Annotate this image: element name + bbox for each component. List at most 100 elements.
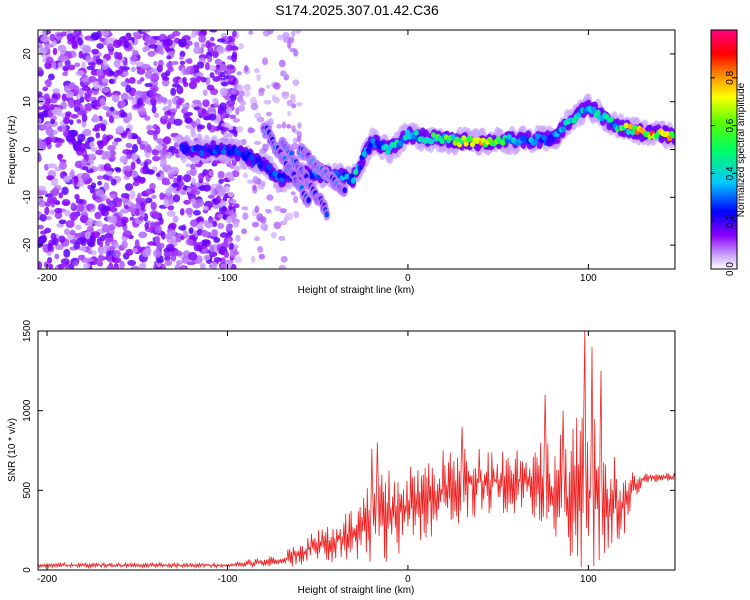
noise-speckle	[260, 222, 269, 231]
noise-speckle	[252, 175, 259, 184]
noise-speckle	[235, 107, 240, 116]
noise-speckle	[289, 93, 296, 101]
noise-speckle	[62, 175, 71, 183]
noise-speckle	[153, 60, 158, 67]
noise-speckle	[179, 208, 185, 216]
noise-speckle	[236, 126, 244, 133]
noise-speckle	[196, 61, 205, 69]
colorbar-gradient	[710, 29, 738, 270]
noise-speckle	[38, 43, 43, 49]
noise-speckle	[75, 203, 85, 212]
noise-speckle	[122, 60, 128, 67]
noise-speckle	[150, 222, 157, 228]
noise-speckle	[247, 127, 256, 133]
colorbar-label: Normalized spectral amplitude	[736, 82, 747, 217]
streak-core	[306, 197, 311, 204]
noise-speckle	[101, 208, 109, 217]
noise-speckle	[131, 134, 139, 140]
colorbar-tick-label: 0.0	[725, 262, 736, 276]
noise-speckle	[106, 43, 114, 50]
noise-speckle	[202, 205, 209, 211]
spectrogram-xlabel: Height of straight line (km)	[298, 285, 415, 296]
ridge-core	[179, 143, 185, 150]
noise-speckle	[141, 30, 151, 33]
noise-speckle	[46, 175, 55, 181]
noise-speckle	[229, 163, 235, 169]
noise-speckle	[90, 32, 100, 41]
noise-speckle	[101, 223, 110, 233]
noise-speckle	[138, 263, 145, 269]
noise-speckle	[66, 91, 75, 99]
x-tick-label: -100	[217, 273, 237, 284]
noise-speckle	[97, 254, 103, 263]
y-tick-label: 1000	[22, 399, 33, 422]
noise-speckle	[171, 148, 181, 154]
noise-speckle	[211, 261, 218, 269]
noise-speckle	[166, 169, 173, 175]
noise-speckle	[209, 72, 215, 79]
noise-speckle	[296, 102, 303, 107]
noise-speckle	[251, 255, 256, 263]
noise-speckle	[55, 143, 61, 148]
ridge-core	[550, 136, 556, 143]
noise-speckle	[172, 215, 179, 223]
noise-speckle	[218, 187, 226, 196]
noise-speckle	[75, 232, 85, 238]
noise-speckle	[127, 259, 137, 266]
noise-speckle	[111, 257, 122, 264]
noise-speckle	[97, 141, 104, 150]
noise-speckle	[224, 185, 230, 193]
noise-speckle	[145, 188, 152, 196]
ridge-core	[352, 169, 359, 176]
noise-speckle	[114, 51, 120, 60]
noise-speckle	[226, 64, 235, 70]
noise-speckle	[226, 237, 231, 243]
noise-speckle	[164, 255, 171, 262]
noise-speckle	[115, 110, 121, 115]
noise-speckle	[203, 254, 211, 261]
noise-speckle	[190, 163, 196, 170]
ridge-core	[370, 137, 376, 144]
snr-panel: -200 -100 0 100 1500 1000 500 0 Height of strai…	[7, 319, 676, 596]
noise-speckle	[124, 183, 134, 191]
noise-speckle	[276, 123, 282, 129]
noise-speckle	[155, 125, 161, 135]
noise-speckle	[171, 60, 179, 65]
noise-speckle	[167, 66, 174, 73]
noise-speckle	[188, 251, 198, 261]
noise-speckle	[49, 209, 55, 215]
noise-speckle	[119, 197, 129, 203]
noise-speckle	[54, 253, 60, 260]
noise-speckle	[278, 235, 286, 241]
noise-speckle	[46, 256, 53, 264]
ridge-core	[608, 116, 614, 123]
noise-speckle	[73, 176, 79, 186]
noise-speckle	[190, 198, 196, 205]
noise-speckle	[152, 155, 161, 162]
noise-speckle	[148, 39, 158, 45]
noise-speckle	[102, 87, 110, 93]
noise-speckle	[82, 128, 92, 137]
noise-speckle	[241, 228, 248, 235]
noise-speckle	[120, 81, 129, 87]
streak-core	[342, 187, 347, 194]
noise-speckle	[130, 66, 136, 73]
noise-speckle	[87, 96, 97, 102]
noise-speckle	[225, 216, 233, 224]
noise-speckle	[107, 144, 116, 152]
noise-speckle	[161, 180, 171, 186]
noise-speckle	[122, 230, 132, 238]
spectrogram-ylabel: Frequency (Hz)	[7, 116, 18, 185]
noise-speckle	[233, 165, 241, 172]
noise-speckle	[239, 100, 247, 106]
noise-speckle	[86, 217, 94, 226]
chart-title: S174.2025.307.01.42.C36	[275, 2, 439, 18]
noise-speckle	[81, 246, 87, 252]
noise-speckle	[201, 108, 207, 115]
noise-speckle	[96, 175, 104, 180]
noise-speckle	[156, 64, 163, 73]
noise-speckle	[224, 95, 232, 101]
noise-speckle	[120, 92, 129, 102]
noise-speckle	[252, 184, 257, 192]
noise-speckle	[186, 187, 192, 193]
